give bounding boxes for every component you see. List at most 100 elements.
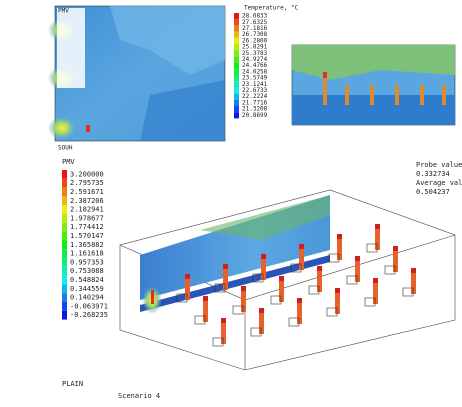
legend-swatch: [234, 87, 239, 93]
occupant: [373, 282, 378, 304]
legend-swatch: [234, 50, 239, 56]
occupant: [335, 292, 340, 314]
occupant-head: [373, 278, 378, 283]
occupant-head: [259, 308, 264, 313]
legend-value: -0.063971: [70, 302, 108, 310]
probe-label: Probe value: [416, 161, 462, 169]
probe-info: Probe value 0.332734 Average value 0.504…: [416, 161, 462, 196]
footer: PLAIN Scenario 4: [62, 380, 160, 400]
scenario-label: Scenario 4: [118, 392, 160, 400]
legend-swatch: [234, 63, 239, 69]
legend-swatch: [62, 170, 67, 179]
legend-swatch: [62, 223, 67, 232]
occupant: [223, 268, 228, 290]
legend-swatch: [62, 258, 67, 267]
occupant-head: [355, 256, 360, 261]
legend-value: 1.570147: [70, 232, 104, 240]
occupant: [299, 248, 304, 270]
occupant-head: [241, 286, 246, 291]
plan-title: PMV: [58, 8, 69, 15]
occupant-head: [203, 296, 208, 301]
occupant: [241, 290, 246, 312]
room-3d: [120, 190, 455, 370]
legend-swatch: [62, 302, 67, 311]
occupant: [375, 228, 380, 250]
legend-swatch: [62, 267, 67, 276]
legend-title: Temperature, °C: [244, 5, 299, 12]
occupant: [259, 312, 264, 334]
legend-swatch: [62, 249, 67, 258]
occupant-head: [335, 288, 340, 293]
legend-swatch: [234, 75, 239, 81]
occupant: [203, 300, 208, 322]
occupant-head: [221, 318, 226, 323]
legend-swatch: [62, 196, 67, 205]
average-label: Average value: [416, 179, 462, 187]
legend-swatch: [62, 276, 67, 285]
legend-value: 2.795735: [70, 179, 104, 187]
legend-swatch: [234, 94, 239, 100]
legend-value: 2.387206: [70, 197, 104, 205]
occupant: [337, 238, 342, 260]
legend-value: 1.161618: [70, 250, 104, 258]
legend-value: 1.978677: [70, 214, 104, 222]
legend-swatch: [62, 188, 67, 197]
legend-value: 2.591671: [70, 188, 104, 196]
legend-swatch: [62, 232, 67, 241]
occupant-head: [393, 246, 398, 251]
temperature-legend: Temperature, °C 28.083327.632527.181626.…: [234, 5, 299, 119]
legend-swatch: [62, 293, 67, 302]
section-view: [292, 45, 455, 125]
plan-view: PMV SOUH: [48, 6, 225, 152]
legend-swatch: [62, 205, 67, 214]
legend-swatch: [62, 284, 67, 293]
legend-swatch: [234, 69, 239, 75]
probe-value: 0.332734: [416, 170, 450, 178]
occupant: [279, 280, 284, 302]
legend-swatch: [234, 32, 239, 38]
occupant: [317, 270, 322, 292]
occupant-head: [185, 274, 190, 279]
legend-value: 1.365882: [70, 241, 104, 249]
pmv-legend: PMV 3.2000002.7957352.5916712.3872062.18…: [62, 158, 108, 320]
occupant-head: [279, 276, 284, 281]
legend-swatch: [62, 179, 67, 188]
legend-value: 0.957353: [70, 258, 104, 266]
occupant: [261, 258, 266, 280]
occupant-head: [297, 298, 302, 303]
legend-value: 0.140294: [70, 294, 104, 302]
occupant: [411, 272, 416, 294]
legend-swatch: [234, 100, 239, 106]
occupant-head: [317, 266, 322, 271]
legend-swatch: [234, 81, 239, 87]
legend-title: PMV: [62, 158, 75, 166]
legend-swatch: [234, 19, 239, 25]
legend-swatch: [234, 112, 239, 118]
legend-value: 3.200000: [70, 170, 104, 178]
occupant: [221, 322, 226, 344]
legend-value: -0.268235: [70, 311, 108, 319]
legend-swatch: [234, 38, 239, 44]
occupant-head: [223, 264, 228, 269]
legend-swatch: [234, 25, 239, 31]
occupant: [297, 302, 302, 324]
occupant-head: [261, 254, 266, 259]
occupant: [355, 260, 360, 282]
legend-swatch: [234, 13, 239, 19]
occupant-head: [411, 268, 416, 273]
occupant: [393, 250, 398, 272]
legend-value: 0.548824: [70, 276, 104, 284]
occupant: [185, 278, 190, 300]
occupant-head: [299, 244, 304, 249]
legend-value: 1.774412: [70, 223, 104, 231]
screenshot: PMV SOUH Temperature, °C 28.083327.63252…: [0, 0, 462, 403]
occupant-head: [375, 224, 380, 229]
legend-swatch: [62, 240, 67, 249]
legend-value: 2.182941: [70, 206, 104, 214]
legend-swatch: [234, 56, 239, 62]
occupant-head: [337, 234, 342, 239]
legend-swatch: [234, 106, 239, 112]
legend-swatch: [234, 44, 239, 50]
legend-value: 20.8699: [242, 112, 268, 119]
legend-swatch: [62, 311, 67, 320]
